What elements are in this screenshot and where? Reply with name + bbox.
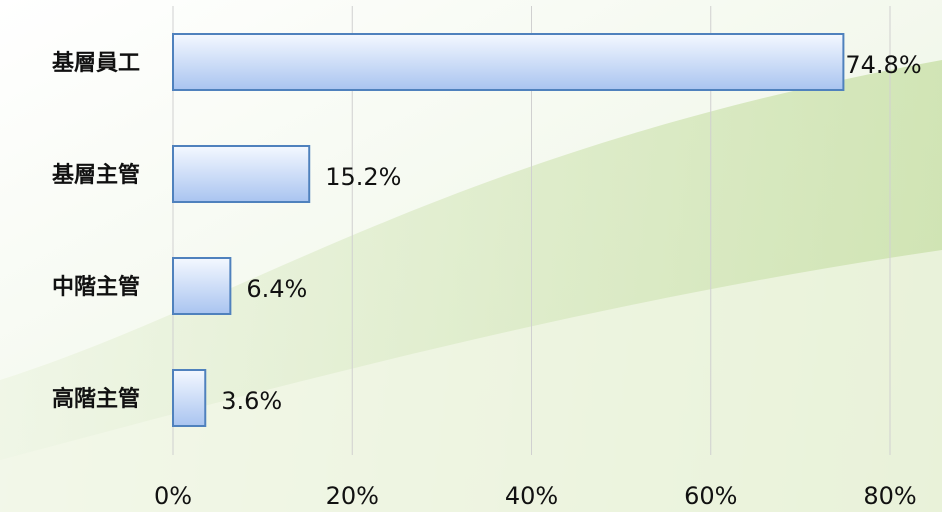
bar xyxy=(172,145,311,203)
value-label: 6.4% xyxy=(246,275,307,303)
value-label: 3.6% xyxy=(221,387,282,415)
background-wave xyxy=(0,250,942,512)
bar xyxy=(172,369,207,427)
x-tick-label: 60% xyxy=(684,482,737,510)
y-tick-label: 基層主管 xyxy=(52,162,140,188)
y-tick-label: 基層員工 xyxy=(52,51,140,76)
bar xyxy=(172,257,232,315)
value-label: 15.2% xyxy=(325,163,401,191)
y-tick-label: 高階主管 xyxy=(52,386,140,412)
x-tick-label: 40% xyxy=(505,482,558,510)
x-tick-label: 80% xyxy=(863,482,916,510)
x-tick-label: 0% xyxy=(154,482,192,510)
value-label: 74.8% xyxy=(845,51,921,79)
x-tick-label: 20% xyxy=(326,482,379,510)
y-tick-label: 中階主管 xyxy=(52,274,140,300)
bar xyxy=(172,33,845,91)
